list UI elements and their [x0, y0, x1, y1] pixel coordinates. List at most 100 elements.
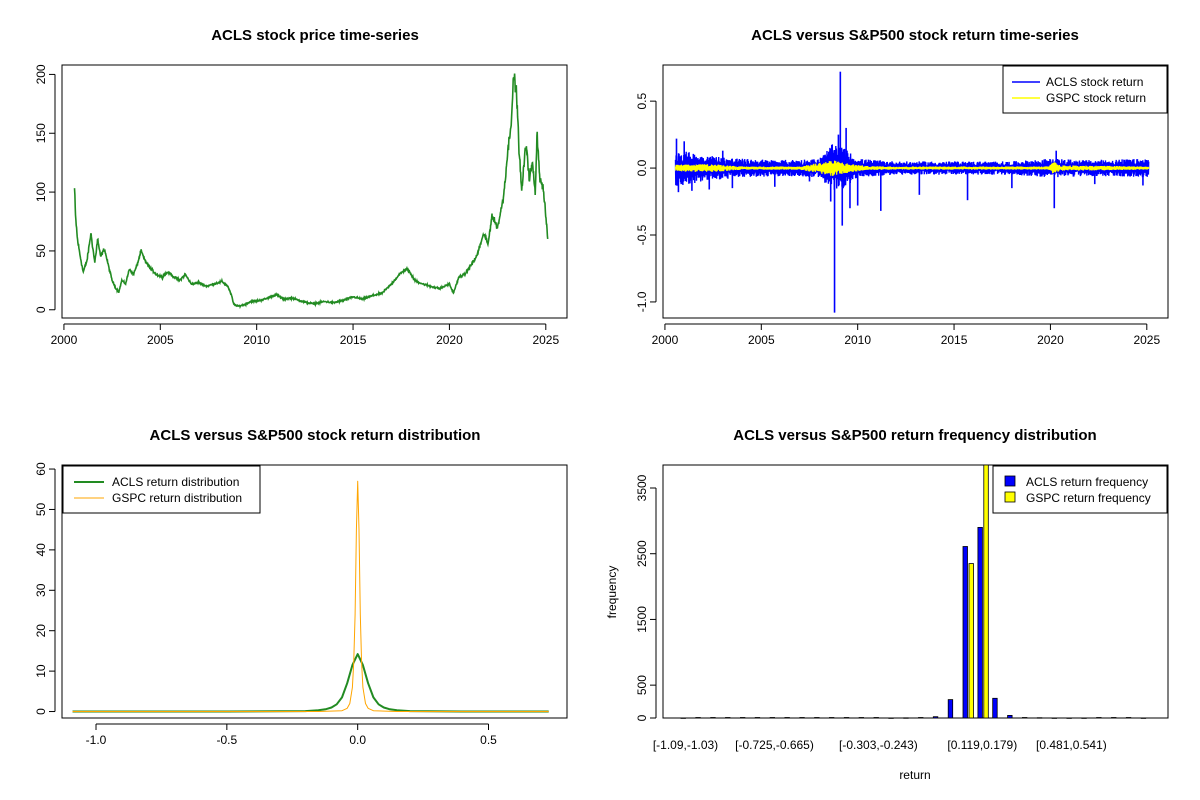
y-tick-label: 30 — [34, 583, 48, 597]
acls-frequency-bar — [814, 717, 820, 719]
x-tick-label: 2000 — [51, 333, 78, 347]
plot-frame — [662, 464, 1169, 719]
acls-frequency-bar — [903, 717, 909, 719]
x-tick-label: 2010 — [243, 333, 270, 347]
x-tick-label: 2025 — [1133, 333, 1160, 347]
acls-frequency-bar — [873, 717, 879, 719]
y-tick-label: -0.5 — [635, 224, 649, 245]
acls-frequency-bar — [1140, 717, 1147, 719]
y-tick-label: 20 — [34, 624, 48, 638]
legend-label-gspc: GSPC stock return — [1046, 91, 1146, 105]
gspc-frequency-bar — [968, 563, 974, 719]
legend-label-gspc: GSPC return distribution — [112, 491, 242, 505]
legend-label-acls: ACLS stock return — [1046, 75, 1143, 89]
y-tick-label: 500 — [635, 675, 649, 695]
acls-frequency-bar — [695, 717, 701, 719]
legend-box — [1002, 65, 1168, 114]
x-tick-label: 2005 — [748, 333, 775, 347]
plot-frame — [662, 64, 1169, 319]
acls-frequency-bar — [932, 716, 939, 719]
chart-title: ACLS stock price time-series — [211, 27, 419, 44]
x-tick-label: [-0.303,-0.243) — [839, 738, 918, 752]
legend-box — [992, 465, 1168, 514]
chart-title: ACLS versus S&P500 return frequency dist… — [733, 427, 1096, 444]
acls-frequency-bar — [1081, 717, 1087, 719]
y-axis-label: frequency — [605, 566, 619, 619]
plot-frame — [61, 464, 568, 719]
gspc-frequency-bar — [983, 464, 989, 719]
x-tick-label: 2010 — [844, 333, 871, 347]
y-tick-label: 60 — [34, 462, 48, 476]
acls-frequency-bar — [1111, 717, 1117, 719]
y-tick-label: 0.0 — [635, 159, 649, 176]
legend-label-acls: ACLS return frequency — [1026, 475, 1148, 489]
legend-swatch-acls — [1004, 475, 1016, 487]
x-tick-label: [0.119,0.179) — [947, 738, 1017, 752]
x-tick-label: 2020 — [1037, 333, 1064, 347]
x-tick-label: 0.0 — [349, 733, 366, 747]
acls-frequency-bar — [799, 717, 805, 719]
y-tick-label: 10 — [34, 664, 48, 678]
x-tick-label: 2000 — [652, 333, 679, 347]
acls-frequency-bar — [962, 546, 968, 719]
x-tick-label: [-1.09,-1.03) — [653, 738, 718, 752]
y-tick-label: 3500 — [635, 474, 649, 501]
x-axis-label: return — [899, 768, 930, 782]
legend-swatch-gspc — [1004, 491, 1016, 503]
y-tick-label: -1.0 — [635, 291, 649, 312]
legend: ACLS stock return GSPC stock return — [1002, 65, 1168, 114]
x-tick-label: 2025 — [532, 333, 559, 347]
acls-frequency-bar — [888, 717, 894, 719]
legend: ACLS return distribution GSPC return dis… — [62, 465, 261, 514]
y-tick-label: 0 — [34, 708, 48, 715]
y-tick-label: 2500 — [635, 540, 649, 567]
x-tick-label: [0.481,0.541) — [1036, 738, 1107, 752]
gspc-return-line — [674, 160, 1150, 176]
x-tick-label: 2020 — [436, 333, 463, 347]
y-tick-label: 200 — [34, 64, 48, 84]
legend-label-acls: ACLS return distribution — [112, 475, 239, 489]
chart-title: ACLS versus S&P500 stock return time-ser… — [751, 27, 1079, 44]
chart-title: ACLS versus S&P500 stock return distribu… — [150, 427, 481, 444]
panel-return-frequency: ACLS versus S&P500 return frequency dist… — [605, 427, 1169, 782]
y-tick-label: 150 — [34, 123, 48, 143]
acls-frequency-bar — [680, 717, 686, 719]
acls-frequency-bar — [1066, 717, 1072, 719]
x-tick-label: -1.0 — [86, 733, 107, 747]
acls-frequency-bar — [740, 717, 746, 719]
y-tick-label: 0 — [635, 714, 649, 721]
y-tick-label: 1500 — [635, 606, 649, 633]
legend: ACLS return frequency GSPC return freque… — [992, 465, 1168, 514]
y-tick-label: 0 — [34, 306, 48, 313]
acls-frequency-bar — [710, 717, 716, 719]
acls-density-line — [72, 653, 549, 713]
acls-frequency-bar — [918, 717, 924, 719]
gspc-density-line — [72, 480, 549, 712]
acls-frequency-bar — [843, 717, 850, 719]
acls-frequency-bar — [1036, 717, 1043, 719]
acls-price-line — [73, 73, 549, 310]
plot-frame — [61, 64, 568, 319]
panel-acls-price: ACLS stock price time-series 2000 2005 201… — [34, 27, 568, 347]
x-tick-label: 2015 — [340, 333, 367, 347]
acls-frequency-bar — [784, 717, 790, 719]
legend-box — [62, 465, 261, 514]
x-tick-label: 2005 — [147, 333, 174, 347]
acls-frequency-bar — [1022, 717, 1028, 719]
acls-frequency-bar — [1125, 717, 1132, 719]
acls-frequency-bar — [1051, 717, 1057, 719]
acls-frequency-bar — [947, 699, 954, 719]
acls-frequency-bar — [992, 697, 998, 719]
acls-frequency-bar — [1096, 717, 1102, 719]
x-tick-label: -0.5 — [217, 733, 238, 747]
y-tick-label: 50 — [34, 502, 48, 516]
panel-return-timeseries: ACLS versus S&P500 stock return time-ser… — [635, 27, 1169, 347]
y-tick-label: 0.5 — [635, 92, 649, 109]
y-tick-label: 100 — [34, 182, 48, 202]
x-tick-label: 0.5 — [480, 733, 497, 747]
panel-return-distribution: ACLS versus S&P500 stock return distribu… — [34, 427, 568, 747]
acls-frequency-bar — [858, 717, 864, 719]
y-tick-label: 40 — [34, 543, 48, 557]
acls-frequency-bar — [754, 717, 761, 719]
